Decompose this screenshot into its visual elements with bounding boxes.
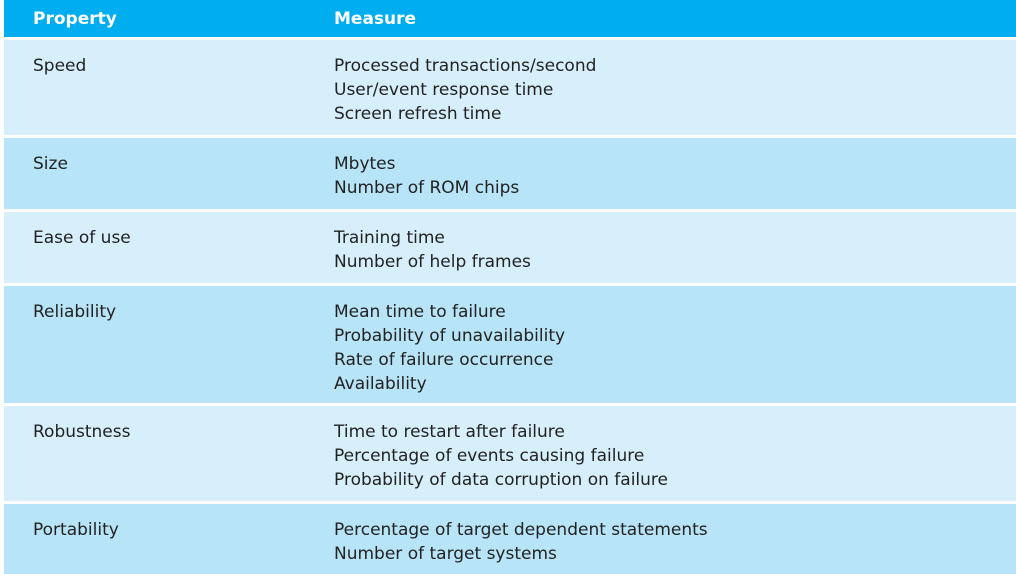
row-property: Portability [33, 520, 119, 540]
measure-item: Training time [334, 228, 445, 248]
table-row: Ease of use Training time Number of help… [4, 209, 1016, 283]
measure-item: Availability [334, 374, 427, 394]
row-property: Ease of use [33, 228, 131, 248]
row-measures: Training time Number of help frames [304, 226, 1016, 283]
table-row: Portability Percentage of target depende… [4, 501, 1016, 574]
measure-item: Percentage of target dependent statement… [334, 520, 708, 540]
measure-item: Rate of failure occurrence [334, 350, 554, 370]
measure-item: Probability of data corruption on failur… [334, 470, 668, 490]
table-row: Speed Processed transactions/second User… [4, 37, 1016, 135]
measure-item: Time to restart after failure [334, 422, 565, 442]
row-measures: Mbytes Number of ROM chips [304, 152, 1016, 209]
row-measures: Mean time to failure Probability of unav… [304, 300, 1016, 403]
table-row: Robustness Time to restart after failure… [4, 403, 1016, 501]
measure-item: Screen refresh time [334, 104, 502, 124]
row-measures: Time to restart after failure Percentage… [304, 420, 1016, 501]
measure-item: Number of target systems [334, 544, 557, 564]
table-header: Property Measure [4, 0, 1016, 37]
measure-item: User/event response time [334, 80, 554, 100]
header-measure: Measure [334, 8, 417, 29]
row-measures: Processed transactions/second User/event… [304, 54, 1016, 135]
measure-item: Probability of unavailability [334, 326, 566, 346]
measure-item: Mbytes [334, 154, 396, 174]
row-property: Speed [33, 56, 87, 76]
measure-item: Percentage of events causing failure [334, 446, 645, 466]
table-row: Size Mbytes Number of ROM chips [4, 135, 1016, 209]
measure-item: Number of ROM chips [334, 178, 520, 198]
measure-item: Number of help frames [334, 252, 531, 272]
row-property: Size [33, 154, 68, 174]
row-property: Robustness [33, 422, 131, 442]
row-property: Reliability [33, 302, 117, 322]
metrics-table: Property Measure Speed Processed transac… [4, 0, 1016, 574]
measure-item: Mean time to failure [334, 302, 506, 322]
row-measures: Percentage of target dependent statement… [304, 518, 1016, 574]
header-property: Property [33, 8, 117, 29]
table-row: Reliability Mean time to failure Probabi… [4, 283, 1016, 403]
measure-item: Processed transactions/second [334, 56, 597, 76]
